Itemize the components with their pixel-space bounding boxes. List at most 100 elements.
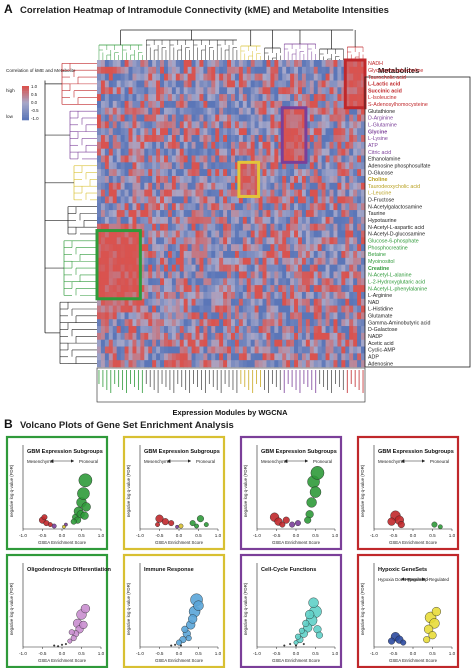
heatmap-cell [290, 360, 295, 368]
metabolite-label: Glutathione [368, 109, 395, 115]
volcano-point [78, 473, 93, 488]
heatmap-cell [317, 169, 322, 177]
heatmap-cell [171, 353, 177, 361]
heatmap-cell [234, 346, 240, 354]
heatmap-cell [282, 203, 287, 211]
heatmap-cell [140, 189, 145, 197]
heatmap-cell [234, 155, 240, 163]
heatmap-cell [317, 107, 322, 115]
heatmap-cell [337, 346, 342, 354]
heatmap-cell [266, 73, 271, 81]
volcano-point [81, 502, 91, 512]
heatmap-cell [223, 216, 228, 224]
heatmap-cell [199, 162, 204, 170]
heatmap-cell [203, 312, 208, 320]
heatmap-cell [361, 155, 366, 163]
heatmap-cell [294, 87, 299, 95]
heatmap-cell [258, 141, 263, 149]
heatmap-cell [349, 251, 354, 259]
heatmap-cell [305, 87, 311, 95]
heatmap-cell [349, 257, 354, 265]
heatmap-cell [333, 312, 338, 320]
heatmap-cell [195, 223, 200, 231]
heatmap-cell [104, 210, 110, 218]
heatmap-cell [156, 189, 161, 197]
heatmap-cell [278, 121, 283, 129]
heatmap-cell [250, 223, 255, 231]
heatmap-cell [171, 141, 177, 149]
heatmap-cell [246, 332, 251, 340]
legend-swatch [22, 106, 29, 109]
heatmap-cell [108, 264, 114, 272]
heatmap-cell [191, 121, 196, 129]
heatmap-cell [286, 128, 291, 136]
heatmap-cell [282, 60, 287, 68]
heatmap-cell [199, 346, 204, 354]
heatmap-cell [357, 319, 362, 327]
heatmap-cell [195, 305, 200, 313]
heatmap-cell [238, 264, 244, 272]
heatmap-cell [278, 271, 283, 279]
heatmap-cell [242, 162, 248, 170]
heatmap-cell [298, 298, 303, 306]
heatmap-cell [175, 66, 181, 74]
heatmap-cell [152, 66, 157, 74]
heatmap-cell [211, 312, 216, 320]
heatmap-cell [148, 182, 153, 190]
heatmap-cell [215, 271, 220, 279]
heatmap-cell [100, 237, 106, 245]
heatmap-cell [357, 94, 362, 102]
heatmap-cell [321, 319, 326, 327]
heatmap-cell [179, 353, 184, 361]
heatmap-cell [309, 189, 315, 197]
heatmap-cell [341, 332, 346, 340]
heatmap-cell [262, 332, 267, 340]
heatmap-cell [278, 94, 283, 102]
heatmap-cell [313, 100, 318, 108]
heatmap-cell [349, 230, 354, 238]
heatmap-cell [258, 148, 263, 156]
heatmap-cell [160, 162, 165, 170]
heatmap-cell [250, 257, 255, 265]
heatmap-cell [301, 312, 307, 320]
heatmap-cell [341, 312, 346, 320]
heatmap-cell [329, 251, 334, 259]
heatmap-cell [349, 60, 354, 68]
heatmap-cell [294, 305, 299, 313]
heatmap-cell [97, 73, 102, 81]
heatmap-cell [223, 210, 228, 218]
heatmap-cell [325, 135, 330, 143]
heatmap-cell [227, 155, 232, 163]
heatmap-cell [266, 264, 271, 272]
heatmap-cell [345, 155, 350, 163]
volcano-point [155, 514, 164, 523]
heatmap-cell [108, 278, 114, 286]
heatmap-cell [270, 230, 275, 238]
heatmap-cell [203, 264, 208, 272]
heatmap-cell [258, 189, 263, 197]
heatmap-cell [262, 278, 267, 286]
heatmap-cell [108, 175, 114, 184]
heatmap-cell [313, 182, 318, 190]
heatmap-cell [282, 128, 287, 136]
heatmap-cell [128, 264, 133, 272]
heatmap-cell [223, 271, 228, 279]
heatmap-cell [223, 182, 228, 190]
heatmap-cell [167, 148, 173, 156]
heatmap-cell [313, 223, 318, 231]
heatmap-cell [231, 305, 236, 313]
heatmap-cell [140, 298, 145, 306]
heatmap-cell [132, 210, 137, 218]
heatmap-cell [164, 319, 169, 327]
heatmap-cell [238, 169, 244, 177]
heatmap-cell [167, 353, 173, 361]
heatmap-cell [132, 175, 137, 184]
x-tick-label: -1.0 [19, 533, 27, 538]
metabolite-label: NADP [368, 334, 383, 340]
heatmap-cell [337, 203, 342, 211]
heatmap-cell [223, 196, 228, 204]
heatmap-cell [219, 196, 224, 204]
heatmap-cell [349, 162, 354, 170]
heatmap-cell [266, 271, 271, 279]
heatmap-cell [132, 121, 137, 129]
